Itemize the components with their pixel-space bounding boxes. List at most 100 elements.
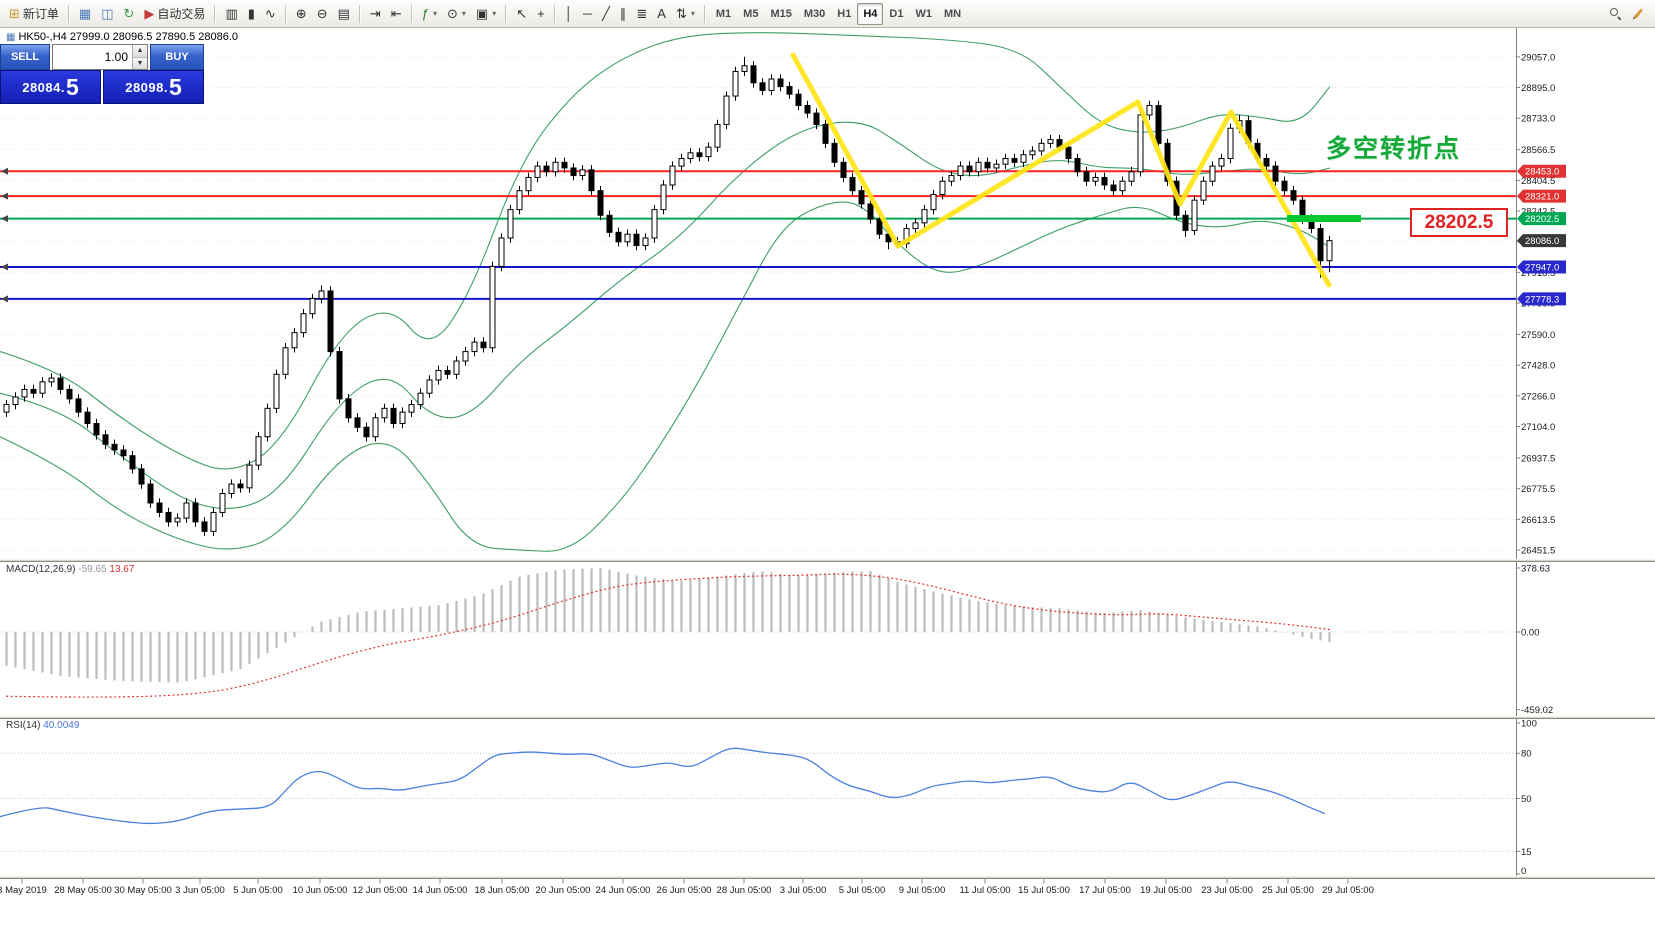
templates-button[interactable]: ▣ ▾: [471, 3, 501, 25]
svg-text:24 Jun 05:00: 24 Jun 05:00: [596, 885, 651, 896]
macd-value: -59.65: [78, 564, 107, 575]
trendline-icon[interactable]: ╱: [597, 3, 615, 25]
channel-icon[interactable]: ∥: [615, 3, 632, 25]
rsi-panel[interactable]: 100 80 50 15 0: [0, 719, 1537, 878]
zoom-in-icon-glyph: ⊕: [295, 6, 307, 21]
chart-shift-icon[interactable]: ⇤: [386, 3, 407, 25]
timeframe-h4[interactable]: H4: [857, 2, 884, 25]
price-callout-label[interactable]: 28202.5: [1410, 208, 1508, 237]
new-order-button-label: 新订单: [22, 7, 59, 21]
sell-price[interactable]: 28084. 5: [0, 70, 101, 104]
search-icon[interactable]: [1605, 3, 1626, 25]
bar-chart-icon[interactable]: ▥: [220, 3, 242, 25]
macd-panel[interactable]: 378.63 0.00 -459.02: [0, 564, 1553, 717]
market-watch-icon[interactable]: ▦: [74, 3, 96, 25]
timeframe-m1[interactable]: M1: [710, 3, 737, 25]
timeframe-m30[interactable]: M30: [798, 3, 831, 25]
crosshair-icon[interactable]: +: [532, 3, 550, 25]
buy-price[interactable]: 28098. 5: [103, 70, 204, 104]
toolbar-separator: [67, 4, 70, 23]
trend-annotation[interactable]: [790, 52, 1361, 288]
ohlc-values: 27999.0 28096.5 27890.5 28086.0: [69, 31, 239, 43]
timeframe-w1-label: W1: [915, 7, 932, 20]
one-click-trading-panel: SELL 1.00 ▲ ▼ BUY 28084. 5 28098. 5: [0, 44, 204, 104]
timeframe-d1-label: D1: [889, 7, 904, 20]
svg-text:3 Jun 05:00: 3 Jun 05:00: [175, 885, 225, 896]
panel-separator[interactable]: [0, 876, 1655, 879]
bar-chart-icon-glyph: ▥: [225, 6, 238, 21]
svg-text:30 May 05:00: 30 May 05:00: [114, 885, 172, 896]
chart-icon: ▦: [6, 32, 16, 43]
timeframe-w1[interactable]: W1: [909, 3, 938, 25]
terminal-window-icon[interactable]: ◫: [96, 3, 118, 25]
sell-button[interactable]: SELL: [0, 44, 50, 70]
svg-text:26775.5: 26775.5: [1521, 484, 1555, 495]
arrows-icon-glyph: ⇅: [675, 6, 687, 21]
svg-text:20 Jun 05:00: 20 Jun 05:00: [536, 885, 591, 896]
autotrading-button[interactable]: ▶ 自动交易: [139, 3, 210, 25]
horizontal-level-lines[interactable]: [0, 167, 1516, 303]
svg-text:3 May 2019: 3 May 2019: [0, 885, 47, 896]
tile-windows-icon[interactable]: ▤: [333, 3, 355, 25]
quick-edit-icon[interactable]: [1632, 3, 1645, 25]
panel-separator[interactable]: [0, 716, 1655, 719]
crosshair-icon-glyph: +: [537, 6, 545, 21]
turning-point-annotation[interactable]: 多空转折点: [1326, 135, 1462, 163]
horizontal-line-icon[interactable]: ─: [578, 3, 597, 25]
timeframe-mn[interactable]: MN: [938, 3, 967, 25]
timeframe-h1[interactable]: H1: [831, 3, 857, 25]
svg-text:50: 50: [1521, 794, 1532, 805]
arrows-icon[interactable]: ⇅ ▾: [671, 3, 700, 25]
svg-text:26 Jun 05:00: 26 Jun 05:00: [657, 885, 712, 896]
refresh-icon[interactable]: ↻: [119, 3, 140, 25]
candlestick-chart-icon[interactable]: ▮: [243, 3, 260, 25]
lot-size-field[interactable]: 1.00 ▲ ▼: [52, 44, 148, 70]
zoom-in-icon[interactable]: ⊕: [291, 3, 312, 25]
svg-text:5 Jul 05:00: 5 Jul 05:00: [839, 885, 885, 896]
lot-increase-icon[interactable]: ▲: [133, 45, 147, 58]
zoom-out-icon[interactable]: ⊖: [312, 3, 333, 25]
svg-text:26451.5: 26451.5: [1521, 546, 1555, 557]
svg-text:28566.5: 28566.5: [1521, 145, 1555, 156]
svg-text:23 Jul 05:00: 23 Jul 05:00: [1201, 885, 1253, 896]
magnifier-icon: [1610, 8, 1621, 19]
lot-decrease-icon[interactable]: ▼: [133, 57, 147, 69]
lot-size-value[interactable]: 1.00: [104, 50, 128, 64]
auto-scroll-icon[interactable]: ⇥: [365, 3, 386, 25]
toolbar-right: [1605, 3, 1651, 25]
timeframe-m15-label: M15: [770, 7, 792, 20]
price-scale[interactable]: 29057.0 28895.0 28733.0 28566.5 28404.5 28242…: [1516, 28, 1655, 879]
svg-text:28404.5: 28404.5: [1521, 176, 1555, 187]
timeframe-d1[interactable]: D1: [883, 3, 909, 25]
line-chart-icon-glyph: ∿: [264, 6, 276, 21]
svg-text:27590.0: 27590.0: [1521, 330, 1555, 341]
new-order-button[interactable]: ⊞ 新订单: [4, 3, 64, 25]
candlestick-chart-icon-glyph: ▮: [247, 6, 255, 21]
periods-glyph: ⊙: [446, 6, 458, 21]
timeframe-m5[interactable]: M5: [737, 3, 764, 25]
time-axis[interactable]: 3 May 2019 28 May 05:00 30 May 05:00 3 Jun …: [0, 879, 1374, 896]
line-chart-icon[interactable]: ∿: [260, 3, 281, 25]
sell-price-pips: 5: [65, 73, 79, 100]
vertical-line-icon[interactable]: │: [560, 3, 578, 25]
svg-text:27104.0: 27104.0: [1521, 422, 1555, 433]
timeframe-m15[interactable]: M15: [764, 3, 797, 25]
periods-button[interactable]: ⊙ ▾: [442, 3, 471, 25]
svg-text:80: 80: [1521, 749, 1532, 760]
indicators-button[interactable]: ƒ ▾: [417, 3, 442, 25]
refresh-icon-glyph: ↻: [123, 6, 135, 21]
candlesticks: [3, 56, 1333, 537]
symbol-period-label: HK50-,H4: [18, 31, 67, 43]
buy-button[interactable]: BUY: [150, 44, 204, 70]
lot-stepper[interactable]: ▲ ▼: [132, 45, 147, 69]
cursor-icon[interactable]: ↖: [511, 3, 532, 25]
chevron-down-icon: ▾: [492, 9, 497, 18]
fibonacci-icon[interactable]: ≣: [631, 3, 652, 25]
svg-text:-459.02: -459.02: [1521, 705, 1553, 716]
timeframe-m30-label: M30: [803, 7, 826, 20]
panel-separator[interactable]: [0, 559, 1655, 562]
svg-text:28321.0: 28321.0: [1525, 192, 1559, 203]
buy-price-main: 28098.: [125, 79, 168, 95]
text-label-icon[interactable]: A: [652, 3, 671, 25]
